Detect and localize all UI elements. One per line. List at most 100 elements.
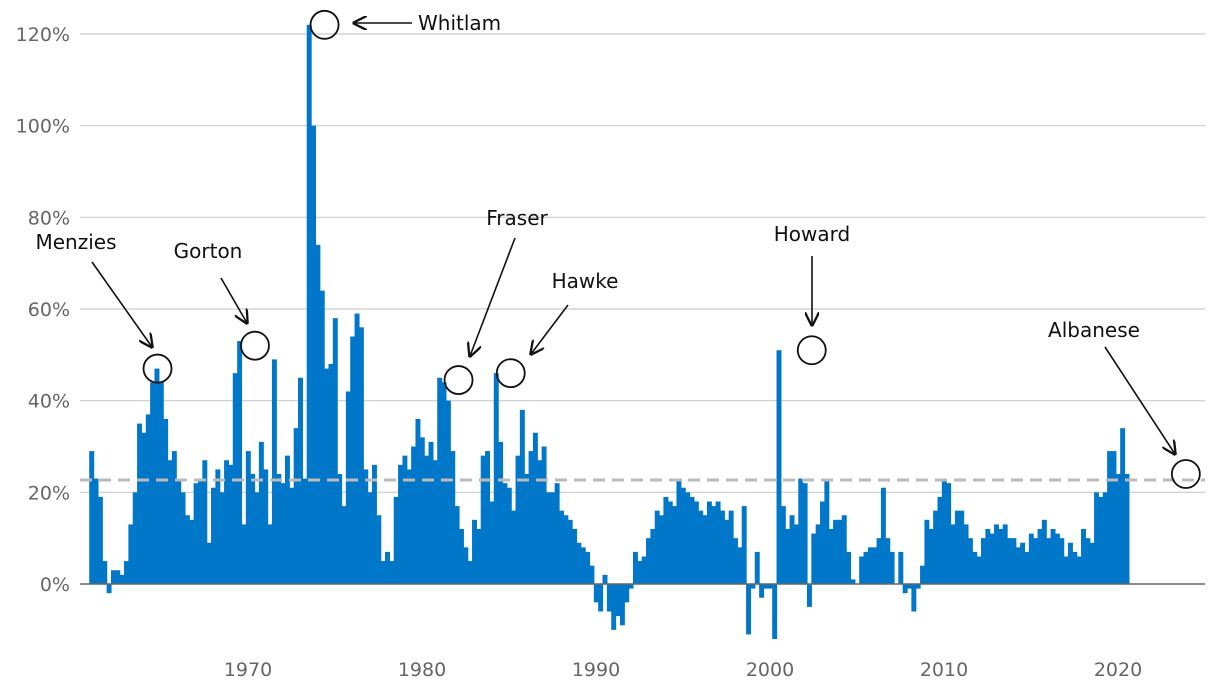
bar — [506, 487, 512, 584]
y-tick-label: 20% — [28, 482, 70, 504]
bar — [776, 350, 782, 584]
bar — [106, 584, 112, 594]
bar — [110, 570, 116, 584]
bar — [772, 584, 778, 639]
bar — [606, 584, 612, 612]
bar — [837, 519, 843, 584]
bar — [946, 483, 952, 584]
bar — [445, 400, 451, 584]
bar — [163, 419, 169, 584]
bar — [550, 492, 556, 584]
bar — [541, 446, 547, 584]
x-tick-label: 1970 — [224, 659, 272, 681]
bar — [907, 584, 912, 589]
bar — [224, 460, 230, 584]
annotation-circle — [142, 353, 173, 384]
bar — [154, 368, 160, 584]
bar — [889, 551, 895, 584]
bar — [319, 290, 325, 584]
bar — [119, 574, 125, 584]
bar — [306, 24, 312, 585]
bar — [1115, 474, 1121, 584]
bar — [802, 483, 808, 584]
bar — [180, 492, 186, 584]
bar — [920, 565, 926, 584]
bar — [659, 515, 665, 584]
bar — [759, 584, 765, 598]
bar — [363, 469, 369, 584]
bar — [206, 542, 212, 584]
bar — [250, 474, 256, 584]
bar — [994, 524, 999, 584]
bar — [711, 506, 717, 584]
bar — [689, 496, 695, 584]
bar — [628, 584, 634, 589]
bar — [124, 561, 129, 584]
bar — [280, 483, 286, 584]
bar — [841, 515, 847, 584]
annotation-arrow — [220, 277, 247, 323]
annotation-arrow — [531, 304, 569, 354]
bar — [324, 368, 330, 584]
bar — [411, 446, 417, 584]
bar — [598, 584, 604, 612]
bar — [559, 510, 564, 584]
bar — [880, 487, 886, 584]
bar — [393, 496, 399, 584]
bar — [967, 538, 973, 584]
bar — [985, 529, 991, 584]
bar — [998, 529, 1004, 584]
annotation-arrow — [1104, 346, 1175, 454]
bar — [572, 529, 578, 584]
bar — [189, 519, 195, 584]
bar — [1020, 542, 1026, 584]
bar — [863, 551, 869, 584]
annotation-circle — [240, 330, 270, 361]
bar — [145, 414, 151, 584]
bar — [815, 524, 821, 584]
bar — [1041, 519, 1047, 584]
bar — [1081, 529, 1086, 584]
bar — [1015, 547, 1021, 584]
bar — [676, 478, 682, 584]
bar — [532, 432, 538, 584]
bar — [615, 584, 621, 617]
bar — [785, 529, 791, 584]
x-tick-label: 1980 — [398, 659, 446, 681]
bar — [563, 515, 569, 584]
bar — [1124, 474, 1130, 584]
bar — [719, 510, 725, 584]
bar — [158, 382, 164, 584]
bar — [380, 561, 386, 584]
bar — [211, 487, 216, 584]
bar — [454, 506, 460, 584]
bar — [780, 506, 786, 584]
bar — [450, 451, 456, 584]
bar — [263, 469, 269, 584]
bar — [345, 391, 351, 584]
bar — [219, 492, 225, 584]
x-tick-label: 2000 — [746, 659, 794, 681]
bar — [432, 460, 438, 584]
bar — [458, 529, 464, 584]
bar — [1028, 533, 1034, 584]
bar — [576, 542, 582, 584]
bar — [1102, 492, 1108, 584]
bars — [89, 24, 1130, 639]
bar — [1111, 451, 1117, 584]
bar — [276, 474, 282, 584]
bar — [493, 373, 499, 584]
bar — [358, 327, 364, 584]
x-axis-labels: 1970 1980 1990 2000 2010 2020 — [224, 659, 1142, 681]
bar — [806, 584, 812, 607]
bar — [754, 551, 760, 584]
bar — [511, 510, 517, 584]
bar — [1107, 451, 1113, 584]
bar — [820, 501, 825, 584]
bar — [928, 529, 934, 584]
bar — [728, 510, 734, 584]
bar — [428, 441, 434, 584]
bar — [176, 478, 182, 584]
bar — [1037, 529, 1043, 584]
